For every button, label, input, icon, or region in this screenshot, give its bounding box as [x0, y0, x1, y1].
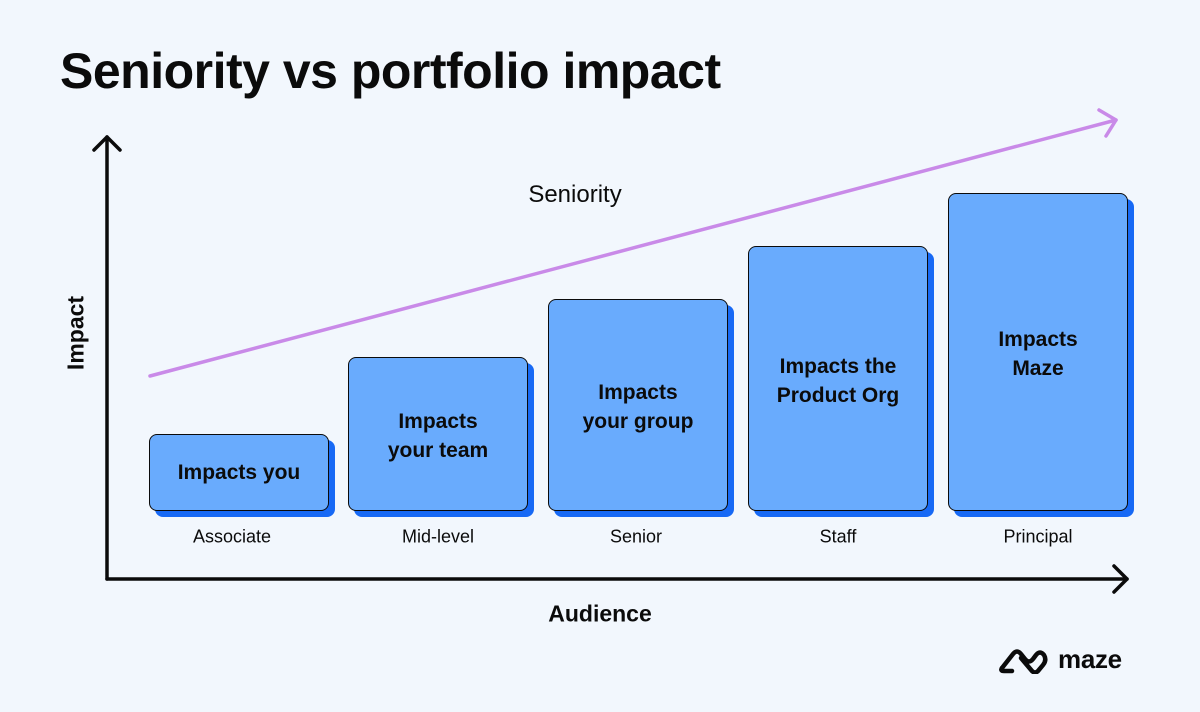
impact-block-principal: Impacts Maze: [948, 193, 1134, 517]
x-axis-arrow: [105, 564, 1129, 594]
impact-block-senior: Impacts your group: [548, 299, 734, 517]
x-axis-label: Audience: [548, 600, 652, 627]
impact-text: Impacts you: [177, 461, 301, 484]
impact-text: Impacts Maze: [998, 328, 1078, 380]
y-axis-arrow: [92, 135, 122, 581]
y-axis-label: Impact: [62, 295, 89, 371]
block-face: Impacts you: [149, 434, 329, 511]
level-label-associate: Associate: [192, 526, 272, 547]
block-face: Impacts Maze: [948, 193, 1128, 511]
level-label-senior: Senior: [609, 526, 663, 547]
logo-wordmark: maze: [1058, 644, 1122, 674]
level-label-principal: Principal: [1003, 526, 1073, 547]
level-label-staff: Staff: [819, 526, 857, 547]
impact-block-staff: Impacts the Product Org: [748, 246, 934, 517]
maze-logo: maze: [998, 644, 1122, 674]
impact-text: Impacts the Product Org: [776, 355, 900, 407]
trend-label: Seniority: [528, 181, 622, 208]
seniority-trend-arrow: [148, 108, 1118, 378]
block-face: Impacts your team: [348, 357, 528, 511]
impact-text: Impacts your team: [387, 410, 489, 462]
impact-block-mid-level: Impacts your team: [348, 357, 534, 517]
block-face: Impacts the Product Org: [748, 246, 928, 511]
impact-block-associate: Impacts you: [149, 434, 335, 517]
diagram-title: Seniority vs portfolio impact: [60, 43, 721, 99]
level-label-mid-level: Mid-level: [401, 526, 475, 547]
maze-logo-icon: [999, 649, 1048, 674]
block-face: Impacts your group: [548, 299, 728, 511]
impact-text: Impacts your group: [582, 381, 694, 433]
